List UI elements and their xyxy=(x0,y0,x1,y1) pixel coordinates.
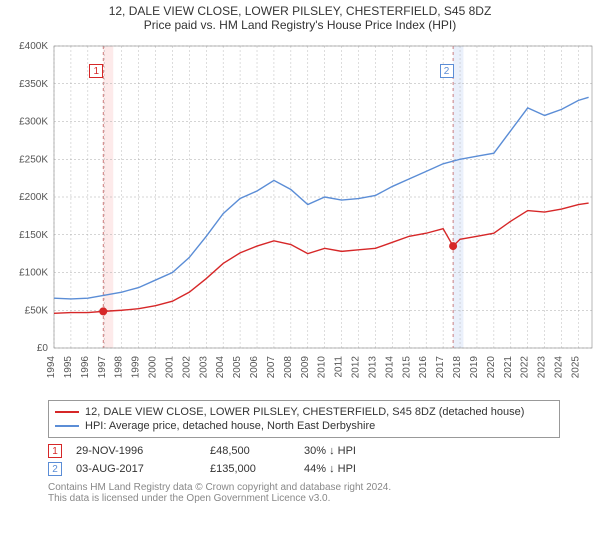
svg-text:£400K: £400K xyxy=(19,41,48,52)
footer: Contains HM Land Registry data © Crown c… xyxy=(48,482,560,504)
legend-label: HPI: Average price, detached house, Nort… xyxy=(85,420,375,432)
legend: 12, DALE VIEW CLOSE, LOWER PILSLEY, CHES… xyxy=(48,400,560,438)
svg-text:2017: 2017 xyxy=(435,356,446,379)
svg-text:2003: 2003 xyxy=(198,356,209,379)
svg-text:1998: 1998 xyxy=(114,356,125,379)
footer-line-2: This data is licensed under the Open Gov… xyxy=(48,493,560,504)
svg-text:1999: 1999 xyxy=(131,356,142,379)
transaction-date: 29-NOV-1996 xyxy=(76,445,196,457)
marker-2 xyxy=(449,242,457,250)
svg-text:2001: 2001 xyxy=(164,356,175,379)
legend-row: HPI: Average price, detached house, Nort… xyxy=(55,419,553,433)
svg-text:£250K: £250K xyxy=(19,154,48,165)
transaction-price: £48,500 xyxy=(210,445,290,457)
transaction-pct: 44% ↓ HPI xyxy=(304,463,414,475)
marker-label-2: 2 xyxy=(440,64,454,78)
svg-text:2008: 2008 xyxy=(283,356,294,379)
footer-line-1: Contains HM Land Registry data © Crown c… xyxy=(48,482,560,493)
transaction-pct: 30% ↓ HPI xyxy=(304,445,414,457)
chart-title-2: Price paid vs. HM Land Registry's House … xyxy=(0,18,600,36)
transaction-price: £135,000 xyxy=(210,463,290,475)
svg-text:2024: 2024 xyxy=(554,356,565,379)
transaction-date: 03-AUG-2017 xyxy=(76,463,196,475)
chart-title-1: 12, DALE VIEW CLOSE, LOWER PILSLEY, CHES… xyxy=(0,0,600,18)
marker-label-1: 1 xyxy=(89,64,103,78)
transactions-table: 1 29-NOV-1996 £48,500 30% ↓ HPI 2 03-AUG-2017… xyxy=(48,442,560,478)
svg-text:£100K: £100K xyxy=(19,268,48,279)
series-property xyxy=(54,203,589,313)
svg-text:£350K: £350K xyxy=(19,79,48,90)
svg-text:2023: 2023 xyxy=(537,356,548,379)
svg-text:2007: 2007 xyxy=(266,356,277,379)
svg-text:2004: 2004 xyxy=(215,356,226,379)
series-hpi xyxy=(54,97,589,299)
chart-area: £0 £50K £100K £150K £200K £250K £300K £350K £400… xyxy=(0,36,600,396)
legend-row: 12, DALE VIEW CLOSE, LOWER PILSLEY, CHES… xyxy=(55,405,553,419)
svg-text:2015: 2015 xyxy=(401,356,412,379)
legend-label: 12, DALE VIEW CLOSE, LOWER PILSLEY, CHES… xyxy=(85,406,524,418)
legend-swatch xyxy=(55,425,79,427)
legend-swatch xyxy=(55,411,79,413)
transaction-row: 2 03-AUG-2017 £135,000 44% ↓ HPI xyxy=(48,460,560,478)
svg-text:2020: 2020 xyxy=(486,356,497,379)
svg-text:2009: 2009 xyxy=(300,356,311,379)
svg-text:£150K: £150K xyxy=(19,230,48,241)
svg-text:1997: 1997 xyxy=(97,356,108,379)
transaction-row: 1 29-NOV-1996 £48,500 30% ↓ HPI xyxy=(48,442,560,460)
svg-text:2013: 2013 xyxy=(367,356,378,379)
svg-text:1995: 1995 xyxy=(63,356,74,379)
svg-text:2002: 2002 xyxy=(181,356,192,379)
svg-text:1996: 1996 xyxy=(80,356,91,379)
svg-text:2018: 2018 xyxy=(452,356,463,379)
svg-text:2006: 2006 xyxy=(249,356,260,379)
svg-text:2025: 2025 xyxy=(570,356,581,379)
svg-text:2022: 2022 xyxy=(520,356,531,379)
transaction-index: 2 xyxy=(48,462,62,476)
svg-text:2021: 2021 xyxy=(503,356,514,379)
svg-text:2005: 2005 xyxy=(232,356,243,379)
svg-text:2014: 2014 xyxy=(384,356,395,379)
svg-text:2012: 2012 xyxy=(351,356,362,379)
svg-text:£50K: £50K xyxy=(25,305,49,316)
svg-text:£200K: £200K xyxy=(19,192,48,203)
svg-text:2011: 2011 xyxy=(334,356,345,378)
svg-text:£0: £0 xyxy=(37,343,49,354)
marker-1 xyxy=(99,307,107,315)
svg-text:£300K: £300K xyxy=(19,117,48,128)
svg-text:2019: 2019 xyxy=(469,356,480,379)
chart-svg: £0 £50K £100K £150K £200K £250K £300K £350K £400… xyxy=(0,36,600,396)
svg-text:2010: 2010 xyxy=(317,356,328,379)
svg-text:2016: 2016 xyxy=(418,356,429,379)
transaction-index: 1 xyxy=(48,444,62,458)
svg-text:1994: 1994 xyxy=(46,356,57,379)
svg-text:2000: 2000 xyxy=(148,356,159,379)
